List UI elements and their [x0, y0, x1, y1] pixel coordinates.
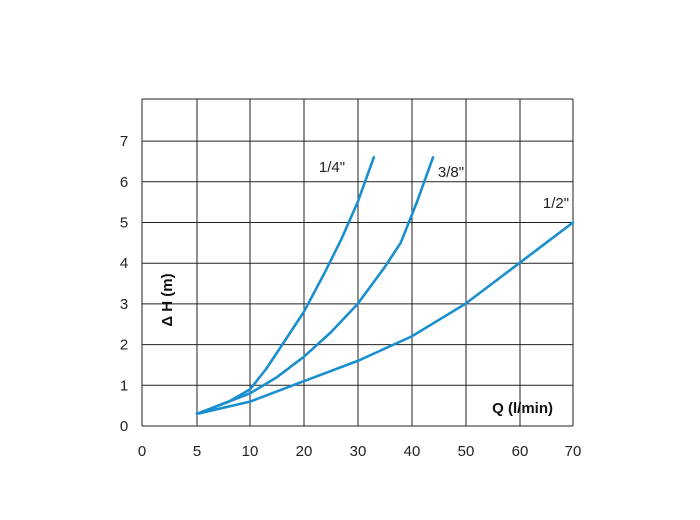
series-line-2 [195, 221, 575, 416]
series-lines [195, 156, 575, 416]
y-tick-label: 2 [120, 337, 128, 354]
x-tick-label: 50 [458, 443, 475, 460]
y-tick-label: 3 [120, 296, 128, 313]
y-axis-title: Δ H (m) [159, 273, 176, 326]
x-tick-label: 60 [512, 443, 529, 460]
series-label-0: 1/4" [319, 159, 345, 176]
x-tick-label: 30 [350, 443, 367, 460]
grid [141, 98, 574, 427]
x-axis-title: Q (l/min) [492, 400, 553, 417]
x-tick-label: 0 [138, 443, 146, 460]
series-line-0 [195, 156, 376, 416]
x-tick-label: 5 [193, 443, 201, 460]
y-tick-label: 5 [120, 215, 128, 232]
y-tick-label: 6 [120, 174, 128, 191]
y-tick-label: 4 [120, 255, 128, 272]
x-tick-label: 20 [296, 443, 313, 460]
x-tick-label: 70 [565, 443, 582, 460]
y-tick-label: 0 [120, 418, 128, 435]
tick-labels: 0 5 10 20 30 40 50 60 70 0 1 2 3 4 5 6 7 [120, 133, 582, 460]
series-label-1: 3/8" [438, 164, 464, 181]
x-tick-label: 40 [404, 443, 421, 460]
x-tick-label: 10 [242, 443, 259, 460]
y-tick-label: 1 [120, 377, 128, 394]
series-labels: 1/4" 3/8" 1/2" [319, 159, 569, 212]
series-label-2: 1/2" [543, 195, 569, 212]
y-tick-label: 7 [120, 133, 128, 150]
series-line-1 [195, 156, 435, 416]
